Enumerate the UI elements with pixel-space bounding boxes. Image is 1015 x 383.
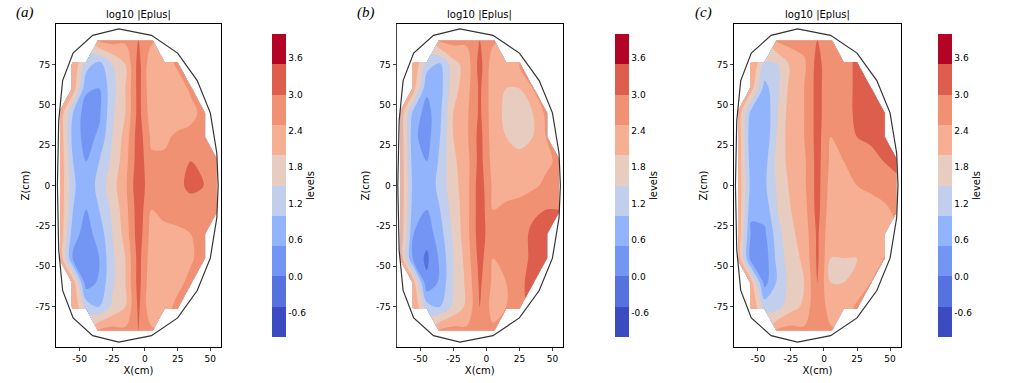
svg-text:2.4: 2.4 [631,126,646,136]
svg-text:0: 0 [483,354,489,364]
svg-text:25: 25 [514,354,525,364]
svg-text:-25: -25 [714,221,729,231]
svg-text:50: 50 [205,354,217,364]
svg-text:50: 50 [717,100,729,110]
svg-text:levels: levels [648,171,659,200]
svg-text:-0.6: -0.6 [954,308,972,318]
svg-text:0: 0 [723,181,729,191]
svg-text:log10 |Eplus|: log10 |Eplus| [106,9,171,21]
svg-text:50: 50 [884,354,896,364]
svg-text:3.6: 3.6 [954,53,969,63]
svg-text:-25: -25 [376,221,391,231]
svg-text:25: 25 [172,354,183,364]
svg-text:50: 50 [379,100,391,110]
svg-text:75: 75 [39,60,50,70]
svg-text:X(cm): X(cm) [465,365,495,376]
svg-text:3.0: 3.0 [631,90,646,100]
svg-text:-75: -75 [714,302,729,312]
svg-text:75: 75 [717,60,728,70]
svg-text:50: 50 [547,354,559,364]
svg-text:1.8: 1.8 [954,162,969,172]
svg-text:25: 25 [39,140,50,150]
svg-text:-50: -50 [72,354,87,364]
svg-text:0.6: 0.6 [631,235,646,245]
svg-text:0.6: 0.6 [288,235,303,245]
svg-text:-25: -25 [36,221,51,231]
svg-text:1.2: 1.2 [631,199,645,209]
svg-text:0.0: 0.0 [631,272,646,282]
svg-text:25: 25 [717,140,728,150]
svg-text:-25: -25 [105,354,120,364]
svg-text:Z(cm): Z(cm) [698,170,709,200]
svg-text:50: 50 [39,100,51,110]
svg-text:-50: -50 [714,261,729,271]
svg-text:-25: -25 [446,354,461,364]
svg-text:0: 0 [821,354,827,364]
svg-text:levels: levels [305,171,316,200]
svg-text:2.4: 2.4 [288,126,303,136]
svg-text:Z(cm): Z(cm) [20,170,31,200]
svg-text:Z(cm): Z(cm) [360,170,371,200]
svg-text:25: 25 [379,140,390,150]
svg-text:-50: -50 [413,354,428,364]
svg-text:1.8: 1.8 [288,162,303,172]
svg-text:log10 |Eplus|: log10 |Eplus| [447,9,512,21]
svg-text:-50: -50 [751,354,766,364]
svg-text:-0.6: -0.6 [288,308,306,318]
svg-text:75: 75 [379,60,390,70]
svg-text:X(cm): X(cm) [802,365,832,376]
svg-text:3.6: 3.6 [288,53,303,63]
svg-text:X(cm): X(cm) [123,365,153,376]
svg-text:3.6: 3.6 [631,53,646,63]
svg-text:-50: -50 [36,261,51,271]
svg-text:2.4: 2.4 [954,126,969,136]
svg-text:0.0: 0.0 [954,272,969,282]
svg-text:1.2: 1.2 [288,199,302,209]
svg-text:0.6: 0.6 [954,235,969,245]
svg-text:-50: -50 [376,261,391,271]
svg-text:0.0: 0.0 [288,272,303,282]
svg-text:1.8: 1.8 [631,162,646,172]
svg-text:-75: -75 [36,302,51,312]
svg-text:25: 25 [851,354,862,364]
svg-text:3.0: 3.0 [288,90,303,100]
svg-text:(c): (c) [695,4,712,21]
svg-text:0: 0 [385,181,391,191]
svg-text:0: 0 [142,354,148,364]
svg-text:-25: -25 [784,354,799,364]
svg-text:(b): (b) [357,4,375,21]
svg-text:-75: -75 [376,302,391,312]
svg-text:0: 0 [45,181,51,191]
svg-text:-0.6: -0.6 [631,308,649,318]
svg-text:1.2: 1.2 [954,199,968,209]
svg-text:(a): (a) [16,4,34,21]
svg-text:3.0: 3.0 [954,90,969,100]
svg-text:log10 |Eplus|: log10 |Eplus| [785,9,850,21]
svg-text:levels: levels [971,171,982,200]
